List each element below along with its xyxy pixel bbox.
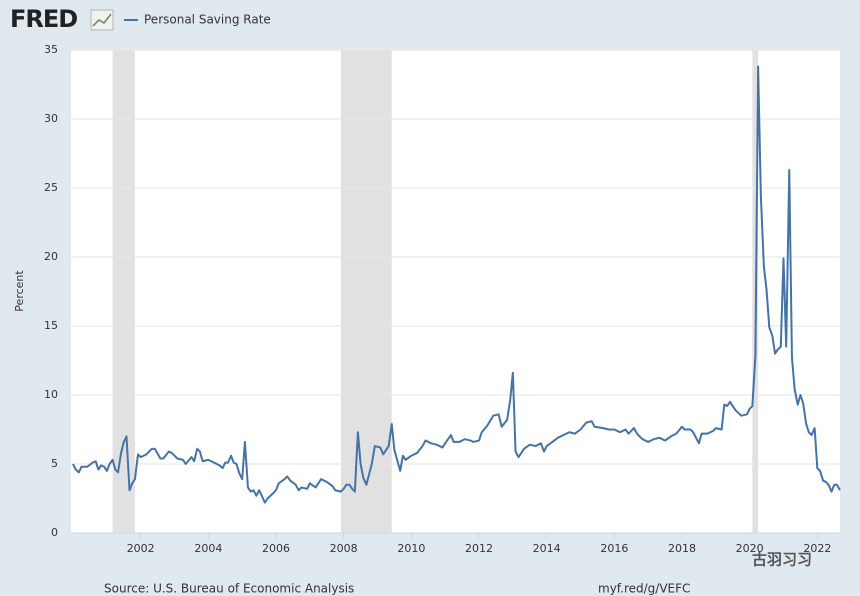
x-tick-label: 2012 [465, 542, 493, 555]
recession-band [340, 50, 392, 533]
y-tick-label: 30 [44, 112, 58, 125]
y-tick-label: 0 [51, 526, 58, 539]
y-tick-label: 15 [44, 319, 58, 332]
x-tick-label: 2018 [668, 542, 696, 555]
x-tick-label: 2014 [533, 542, 561, 555]
link[interactable]: myf.red/g/VEFC [598, 582, 690, 596]
y-tick-label: 35 [44, 43, 58, 56]
y-axis-label: Percent [13, 270, 26, 312]
source: Source: U.S. Bureau of Economic Analysis [104, 582, 354, 596]
x-tick-label: 2006 [262, 542, 290, 555]
watermark: 古羽习习 [752, 551, 812, 569]
x-tick-label: 2020 [736, 542, 764, 555]
x-tick-label: 2016 [600, 542, 628, 555]
recession-band [112, 50, 135, 533]
y-tick-label: 10 [44, 388, 58, 401]
x-tick-label: 2022 [803, 542, 831, 555]
y-tick-label: 20 [44, 250, 58, 263]
x-tick-label: 2010 [397, 542, 425, 555]
y-tick-label: 5 [51, 457, 58, 470]
plot-area [71, 50, 840, 533]
logo-icon [90, 9, 114, 31]
x-tick-label: 2008 [330, 542, 358, 555]
x-tick-label: 2002 [127, 542, 155, 555]
legend-label[interactable]: Personal Saving Rate [144, 13, 271, 27]
y-tick-label: 25 [44, 181, 58, 194]
brand-logo[interactable]: FRED [10, 5, 78, 33]
series-line [72, 65, 841, 504]
x-tick-label: 2004 [194, 542, 222, 555]
logo-icon-line [92, 13, 112, 27]
